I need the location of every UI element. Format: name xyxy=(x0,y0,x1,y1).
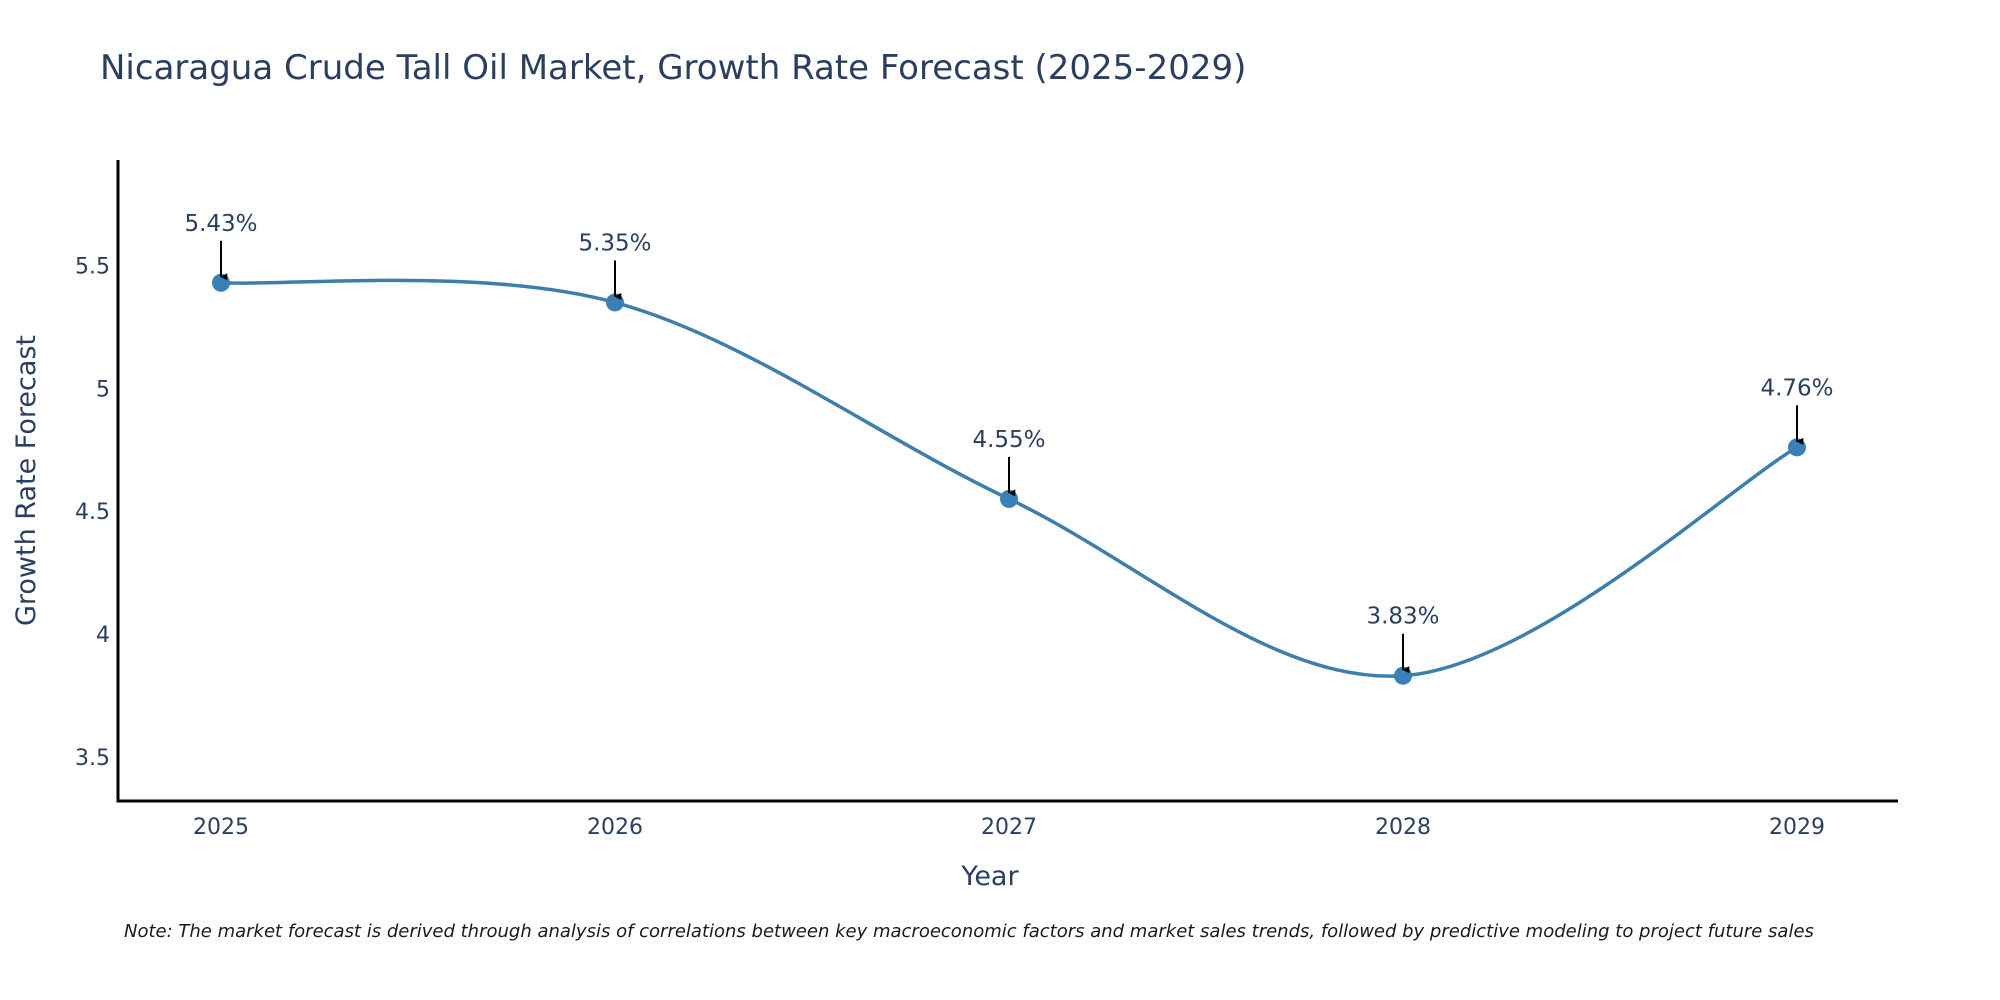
x-tick-label: 2027 xyxy=(981,815,1037,840)
x-tick-label: 2028 xyxy=(1375,815,1431,840)
x-axis-ticks: 2025 2026 2027 2028 2029 xyxy=(193,815,1825,840)
y-tick-label: 4 xyxy=(96,623,110,648)
y-axis-ticks: 3.5 4 4.5 5 5.5 xyxy=(75,255,110,771)
y-tick-label: 5 xyxy=(96,377,110,402)
data-label: 5.43% xyxy=(184,211,257,237)
data-label: 4.55% xyxy=(972,427,1045,453)
x-axis-title: Year xyxy=(960,861,1019,892)
y-tick-label: 3.5 xyxy=(75,746,110,771)
data-label: 3.83% xyxy=(1366,604,1439,630)
y-tick-label: 4.5 xyxy=(75,500,110,525)
x-tick-label: 2026 xyxy=(587,815,643,840)
annotation-layer: 5.43% 5.35% 4.55% 3.83% 4.76% xyxy=(184,211,1834,674)
y-axis-title: Growth Rate Forecast xyxy=(11,335,42,626)
chart-title: Nicaragua Crude Tall Oil Market, Growth … xyxy=(100,48,1247,88)
data-label: 5.35% xyxy=(578,230,651,256)
data-label: 4.76% xyxy=(1760,375,1833,401)
y-tick-label: 5.5 xyxy=(75,255,110,280)
x-tick-label: 2025 xyxy=(193,815,249,840)
x-tick-label: 2029 xyxy=(1769,815,1825,840)
chart-note: Note: The market forecast is derived thr… xyxy=(124,921,1814,942)
